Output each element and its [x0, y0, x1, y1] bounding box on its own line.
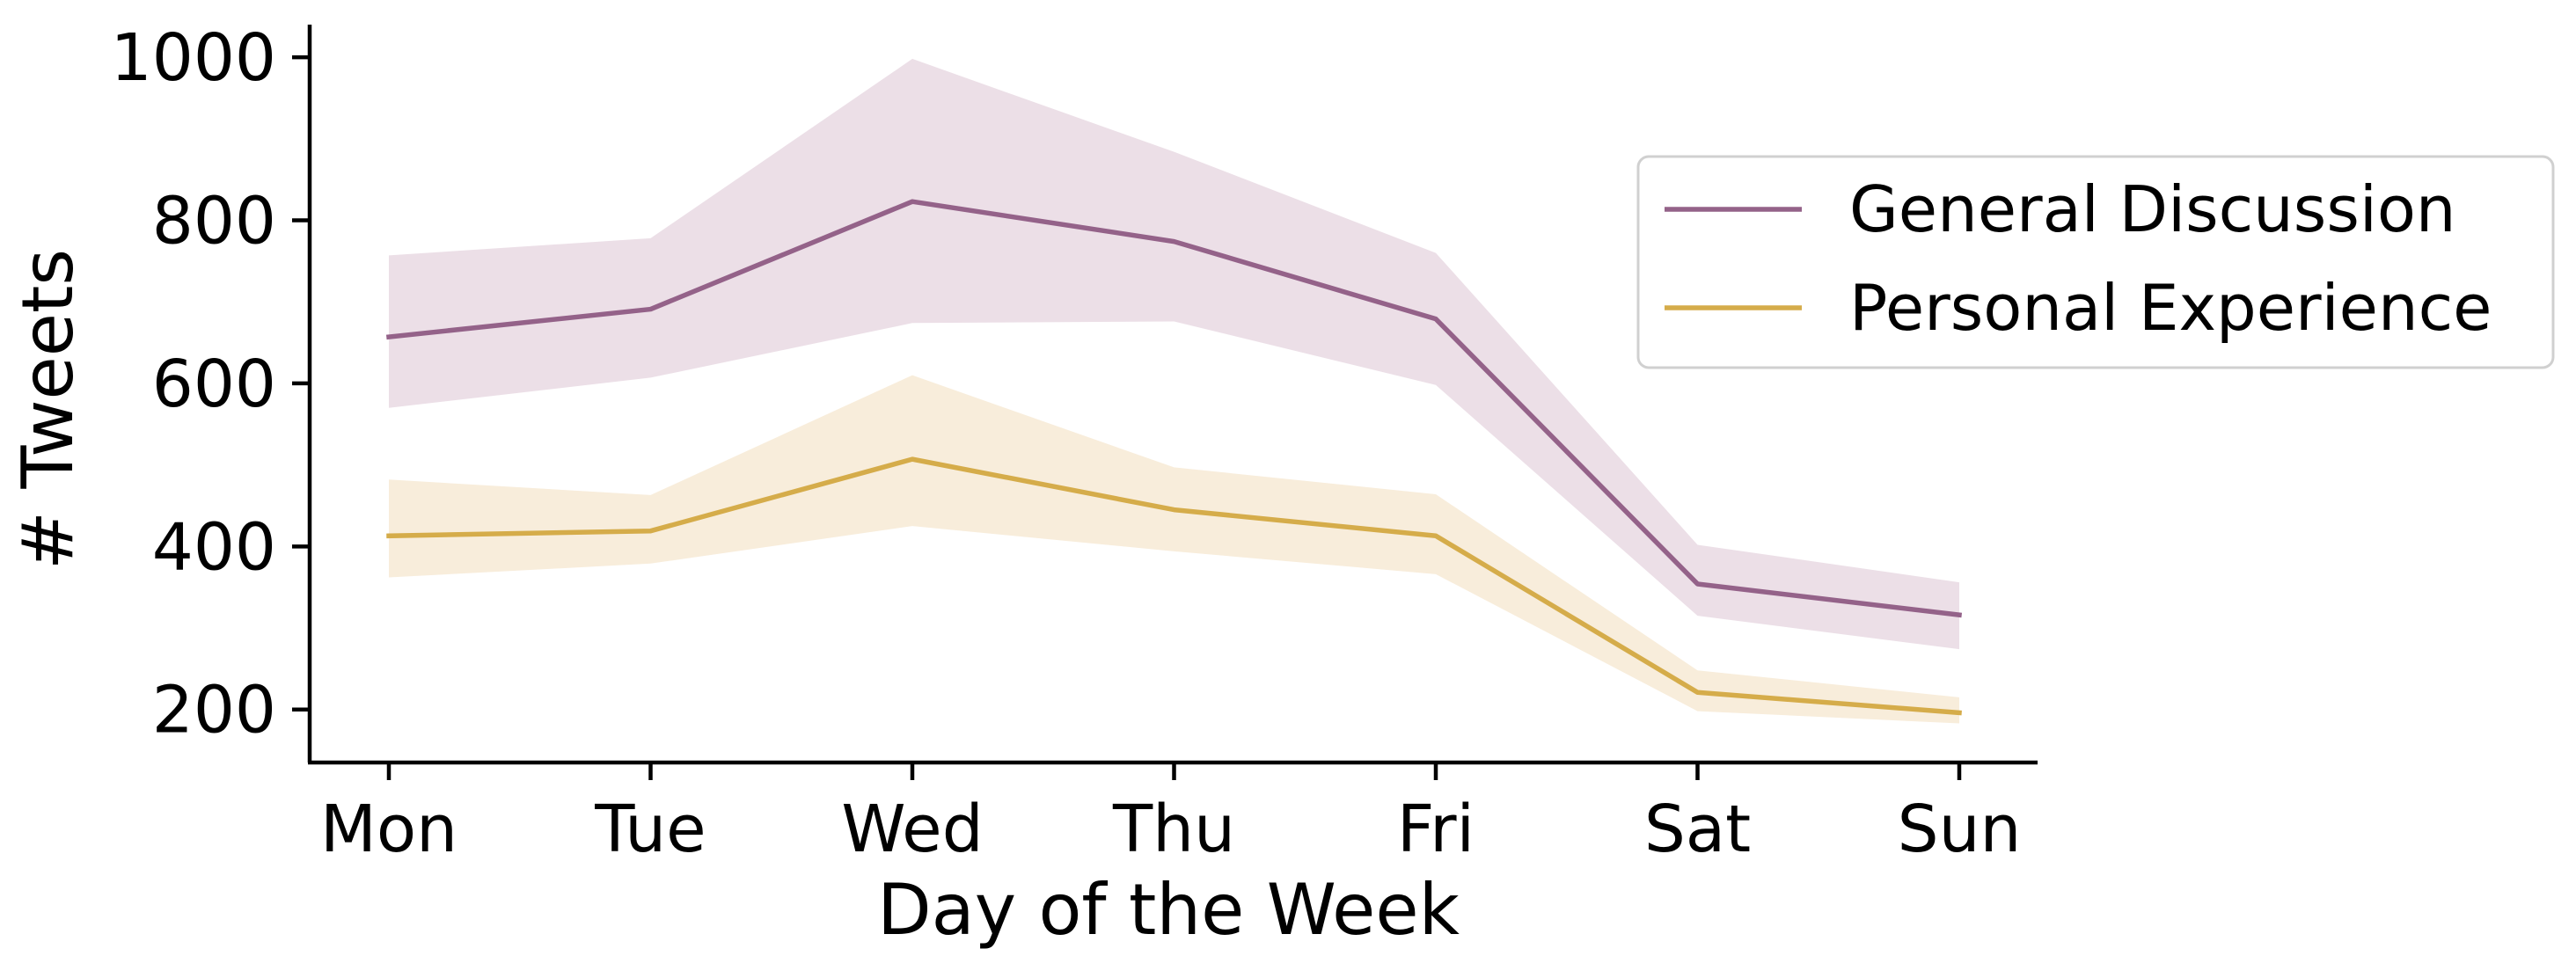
- y-axis-title: # Tweets: [7, 249, 89, 570]
- x-tick-label: Tue: [594, 792, 706, 867]
- y-tick-label: 600: [152, 347, 276, 422]
- y-tick-label: 400: [152, 509, 276, 585]
- x-tick-label: Sat: [1644, 792, 1751, 867]
- y-tick-label: 200: [152, 673, 276, 748]
- legend-label-0: General Discussion: [1849, 172, 2456, 246]
- series-line-1: [386, 456, 1962, 716]
- x-tick-label: Wed: [841, 792, 983, 867]
- series-line-0: [385, 199, 1963, 618]
- band-1: [389, 375, 1959, 724]
- x-tick-label: Fri: [1397, 792, 1475, 867]
- confidence-bands: [389, 58, 1959, 724]
- legend: General Discussion Personal Experience: [1636, 155, 2555, 369]
- x-tick-label: Mon: [320, 792, 457, 867]
- y-tick-label: 800: [152, 183, 276, 259]
- y-tick-label: 1000: [111, 20, 276, 96]
- x-tick-label: Sun: [1898, 792, 2022, 867]
- legend-label-1: Personal Experience: [1849, 271, 2492, 345]
- legend-box: [1636, 155, 2555, 369]
- axes: 200 400 600 800 1000 Mon Tue Wed Thu Fri Sat Sun: [111, 20, 2038, 867]
- x-axis-title: Day of the Week: [877, 869, 1460, 951]
- x-tick-label: Thu: [1112, 792, 1235, 867]
- band-0: [389, 58, 1959, 650]
- series-lines: [385, 199, 1963, 716]
